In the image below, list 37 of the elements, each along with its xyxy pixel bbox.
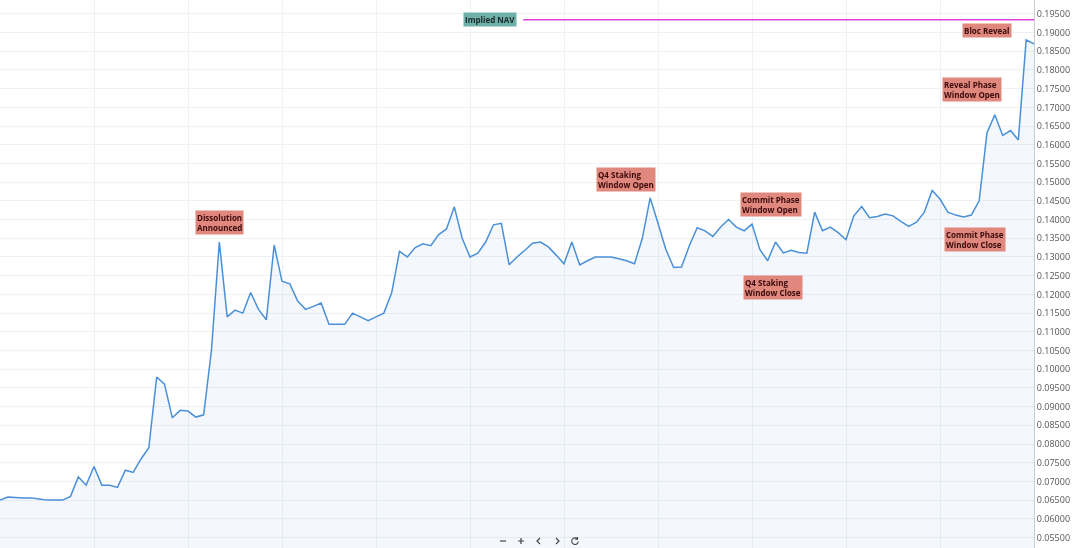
y-tick-label: 0.19000 [1036, 25, 1071, 39]
annotation: Dissolution Announced [197, 212, 243, 234]
annotation: Commit Phase Window Open [742, 194, 800, 216]
y-tick-label: 0.10500 [1036, 343, 1071, 357]
annotation: Commit Phase Window Close [946, 229, 1004, 251]
y-tick-label: 0.19500 [1036, 6, 1071, 20]
y-tick-label: 0.16500 [1036, 119, 1071, 133]
y-tick-label: 0.12500 [1036, 268, 1071, 282]
y-tick-label: 0.15500 [1036, 156, 1071, 170]
y-tick-label: 0.09500 [1036, 381, 1071, 395]
y-tick-label: 0.12000 [1036, 287, 1071, 301]
annotation: Q4 Staking Window Open [598, 169, 654, 191]
y-tick-label: 0.08000 [1036, 437, 1071, 451]
y-tick-label: 0.10000 [1036, 362, 1071, 376]
annotation: Bloc Reveal [964, 25, 1010, 36]
y-tick-label: 0.18500 [1036, 44, 1071, 58]
y-tick-label: 0.16000 [1036, 137, 1071, 151]
annotation: Reveal Phase Window Open [944, 79, 1000, 101]
y-tick-label: 0.17000 [1036, 100, 1071, 114]
y-tick-label: 0.14500 [1036, 194, 1071, 208]
y-tick-label: 0.13500 [1036, 231, 1071, 245]
y-tick-label: 0.06500 [1036, 493, 1071, 507]
y-tick-label: 0.07500 [1036, 455, 1071, 469]
y-tick-label: 0.17500 [1036, 81, 1071, 95]
y-tick-label: 0.11500 [1036, 306, 1071, 320]
y-tick-label: 0.09000 [1036, 399, 1071, 413]
y-tick-label: 0.06000 [1036, 511, 1071, 525]
y-tick-label: 0.15000 [1036, 175, 1071, 189]
annotation: Q4 Staking Window Close [745, 277, 801, 299]
y-tick-label: 0.07000 [1036, 474, 1071, 488]
y-tick-label: 0.14000 [1036, 212, 1071, 226]
y-tick-label: 0.13000 [1036, 250, 1071, 264]
y-tick-label: 0.18000 [1036, 63, 1071, 77]
y-tick-label: 0.08500 [1036, 418, 1071, 432]
y-tick-label: 0.05500 [1036, 530, 1071, 544]
y-tick-label: 0.11000 [1036, 324, 1071, 338]
ref-line-label: Implied NAV [465, 14, 516, 25]
